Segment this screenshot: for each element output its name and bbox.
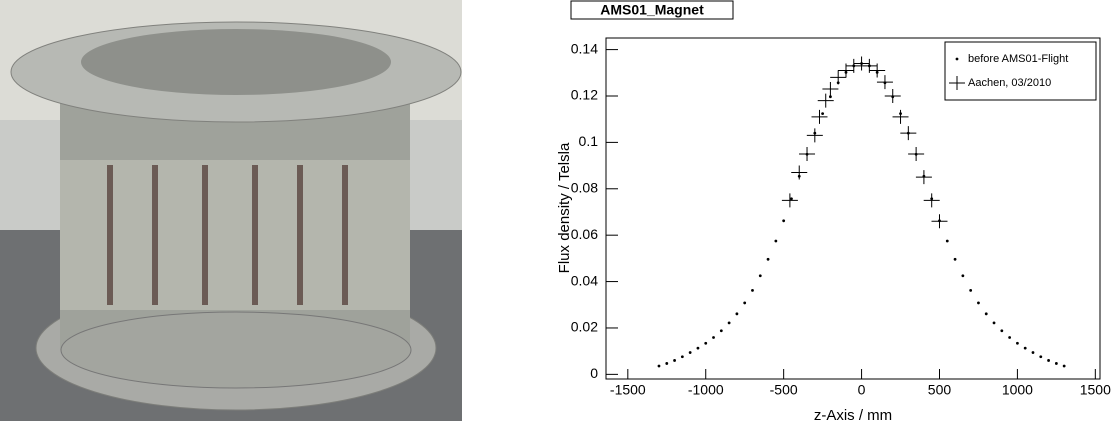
data-point	[869, 63, 886, 78]
data-point	[1008, 336, 1012, 339]
data-point	[945, 239, 949, 243]
photo-top-opening	[81, 29, 391, 95]
data-point	[704, 341, 708, 345]
data-point	[961, 274, 965, 278]
data-point	[969, 288, 973, 292]
data-point	[977, 301, 980, 305]
data-point	[806, 128, 823, 143]
chart-title: AMS01_Magnet	[600, 2, 704, 18]
data-point	[992, 321, 996, 325]
data-point	[923, 193, 940, 208]
data-point	[743, 301, 747, 305]
x-tick-label: 0	[858, 382, 866, 398]
legend-marker	[949, 76, 965, 90]
data-point	[781, 193, 798, 208]
data-point	[830, 70, 847, 85]
data-point	[1047, 359, 1050, 362]
legend-marker	[955, 57, 959, 61]
x-tick-label: 1000	[1002, 382, 1033, 398]
data-point	[1054, 362, 1058, 365]
data-point	[1000, 329, 1004, 333]
data-point	[735, 312, 739, 316]
data-point	[845, 58, 862, 73]
y-tick-label: 0.06	[571, 226, 598, 242]
data-point	[712, 336, 715, 339]
photo-lower-ring	[60, 311, 412, 389]
data-point	[817, 93, 834, 108]
data-point	[791, 165, 808, 180]
photo	[0, 0, 462, 421]
data-point	[799, 146, 816, 161]
data-point	[931, 214, 948, 229]
data-point	[884, 88, 901, 103]
x-axis-label: z-Axis / mm	[814, 407, 892, 424]
data-point	[680, 355, 684, 359]
data-point	[766, 257, 770, 261]
data-point	[782, 219, 786, 223]
data-point	[984, 312, 988, 316]
data-point	[665, 362, 669, 365]
data-point	[821, 112, 825, 116]
plot-frame	[605, 37, 1101, 380]
data-point	[657, 364, 661, 368]
data-point	[673, 359, 676, 362]
y-tick-label: 0	[590, 365, 598, 381]
data-point	[688, 351, 692, 354]
data-point	[1039, 355, 1043, 359]
x-tick-label: -500	[770, 382, 798, 398]
legend-box	[944, 41, 1097, 101]
data-point	[900, 126, 917, 141]
data-point	[811, 109, 828, 124]
legend-label: before AMS01-Flight	[968, 53, 1068, 65]
x-tick-label: -1500	[610, 382, 646, 398]
data-point	[774, 239, 778, 243]
data-point	[1031, 351, 1035, 354]
data-point	[719, 329, 723, 333]
y-tick-label: 0.04	[571, 272, 598, 288]
data-point	[953, 257, 957, 261]
y-tick-label: 0.1	[579, 133, 599, 149]
data-point	[790, 197, 793, 201]
y-tick-label: 0.14	[571, 40, 598, 56]
data-point	[915, 170, 932, 185]
data-point	[822, 82, 839, 97]
y-tick-label: 0.08	[571, 179, 598, 195]
data-point	[1023, 346, 1027, 350]
data-point	[853, 56, 870, 71]
data-point	[758, 274, 762, 278]
photo-ribs	[107, 165, 348, 305]
x-tick-label: 1500	[1080, 382, 1111, 398]
photo-cylinder-band	[60, 160, 410, 310]
data-point	[696, 346, 700, 350]
data-point	[829, 95, 832, 99]
data-point	[727, 321, 731, 325]
y-tick-label: 0.02	[571, 319, 598, 335]
x-tick-label: -1000	[688, 382, 724, 398]
y-tick-label: 0.12	[571, 87, 598, 103]
data-point	[892, 109, 909, 124]
legend-label: Aachen, 03/2010	[968, 77, 1051, 89]
data-point	[908, 146, 925, 161]
data-point	[751, 288, 754, 292]
data-point	[1016, 341, 1019, 345]
data-point	[1062, 364, 1066, 368]
y-axis-label: Flux density / Telsla	[556, 142, 573, 273]
data-point	[876, 75, 893, 90]
title-box	[570, 0, 734, 20]
x-tick-label: 500	[928, 382, 952, 398]
